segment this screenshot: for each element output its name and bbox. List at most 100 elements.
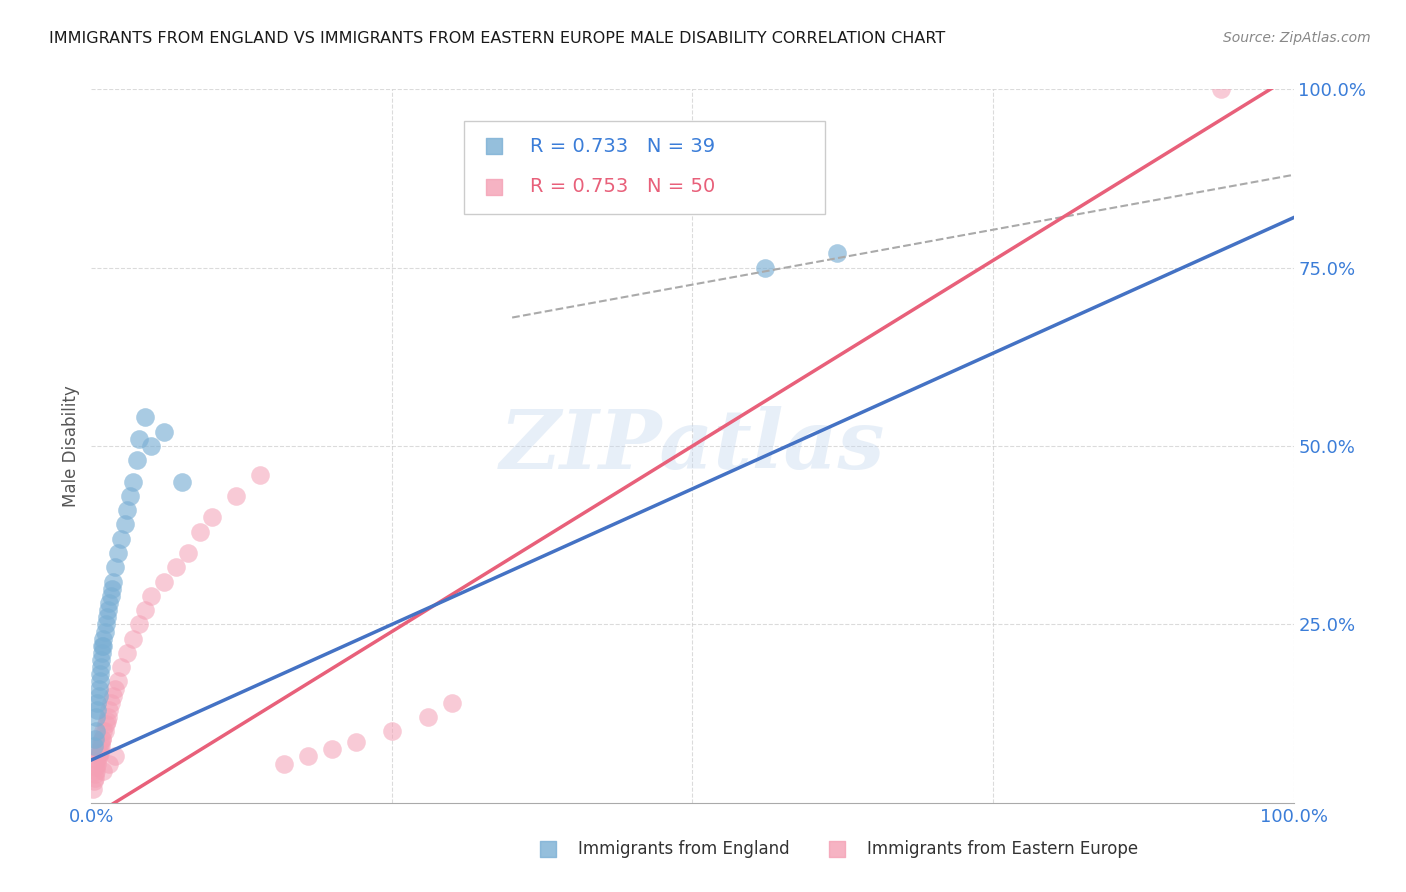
Point <box>86 703 108 717</box>
Point <box>416 710 439 724</box>
Text: IMMIGRANTS FROM ENGLAND VS IMMIGRANTS FROM EASTERN EUROPE MALE DISABILITY CORREL: IMMIGRANTS FROM ENGLAND VS IMMIGRANTS FR… <box>49 31 945 46</box>
FancyBboxPatch shape <box>464 121 825 214</box>
Point <box>97 710 120 724</box>
Point <box>87 749 110 764</box>
Point <box>381 724 404 739</box>
Point <box>165 560 187 574</box>
Point <box>101 582 124 596</box>
Point <box>110 660 132 674</box>
Point <box>91 731 114 746</box>
Point <box>87 689 110 703</box>
Point <box>89 674 111 689</box>
Point <box>98 596 121 610</box>
Point <box>440 696 463 710</box>
Point <box>94 717 117 731</box>
Point <box>96 714 118 728</box>
Point <box>93 724 115 739</box>
Y-axis label: Male Disability: Male Disability <box>62 385 80 507</box>
Text: Immigrants from Eastern Europe: Immigrants from Eastern Europe <box>866 840 1137 858</box>
Point <box>84 764 107 778</box>
Point <box>93 624 115 639</box>
Point <box>1211 82 1233 96</box>
Point <box>273 756 295 771</box>
Point <box>84 710 107 724</box>
Point <box>118 489 141 503</box>
Point <box>825 246 848 260</box>
Point <box>114 517 136 532</box>
Point <box>225 489 247 503</box>
Point <box>89 667 111 681</box>
Point <box>170 475 193 489</box>
Point <box>100 589 122 603</box>
Point <box>98 756 121 771</box>
Point <box>83 774 105 789</box>
Point <box>84 760 107 774</box>
Text: Source: ZipAtlas.com: Source: ZipAtlas.com <box>1223 31 1371 45</box>
Point <box>128 617 150 632</box>
Text: R = 0.733   N = 39: R = 0.733 N = 39 <box>530 136 716 156</box>
Point <box>90 735 112 749</box>
Point <box>188 524 211 539</box>
Point <box>754 260 776 275</box>
Point <box>482 180 505 194</box>
Point <box>100 696 122 710</box>
Point <box>87 746 110 760</box>
Point <box>90 653 112 667</box>
Point <box>98 703 121 717</box>
Point <box>83 739 105 753</box>
Point <box>84 731 107 746</box>
Point <box>125 453 148 467</box>
Point <box>117 646 139 660</box>
Point <box>91 646 114 660</box>
Point <box>122 475 145 489</box>
Point <box>82 781 104 796</box>
Point <box>134 603 156 617</box>
Point <box>94 617 117 632</box>
Point <box>825 842 848 856</box>
Point <box>86 696 108 710</box>
Point <box>141 589 163 603</box>
Point <box>90 660 112 674</box>
Point <box>89 746 111 760</box>
Point <box>93 632 115 646</box>
Point <box>97 603 120 617</box>
Point <box>537 842 560 856</box>
Point <box>107 674 129 689</box>
Point <box>91 639 114 653</box>
Point <box>482 139 505 153</box>
Point <box>297 749 319 764</box>
Point <box>117 503 139 517</box>
Point <box>249 467 271 482</box>
Point <box>141 439 163 453</box>
Point <box>321 742 343 756</box>
Point <box>86 753 108 767</box>
Text: R = 0.753   N = 50: R = 0.753 N = 50 <box>530 178 716 196</box>
Text: ZIPatlas: ZIPatlas <box>499 406 886 486</box>
Point <box>86 756 108 771</box>
Point <box>122 632 145 646</box>
Point <box>110 532 132 546</box>
Point <box>101 574 124 589</box>
Point <box>101 689 124 703</box>
Point <box>104 749 127 764</box>
Point <box>201 510 224 524</box>
Point <box>93 639 115 653</box>
Point <box>134 410 156 425</box>
Point <box>96 610 118 624</box>
Point <box>90 739 112 753</box>
Point <box>152 425 174 439</box>
Point <box>84 767 107 781</box>
Point <box>128 432 150 446</box>
Point <box>176 546 198 560</box>
Point <box>91 731 114 746</box>
Point <box>89 742 111 756</box>
Text: Immigrants from England: Immigrants from England <box>578 840 790 858</box>
Point <box>84 771 107 785</box>
Point <box>152 574 174 589</box>
Point <box>104 560 127 574</box>
Point <box>344 735 367 749</box>
Point <box>104 681 127 696</box>
Point <box>93 764 115 778</box>
Point <box>87 681 110 696</box>
Point <box>84 724 107 739</box>
